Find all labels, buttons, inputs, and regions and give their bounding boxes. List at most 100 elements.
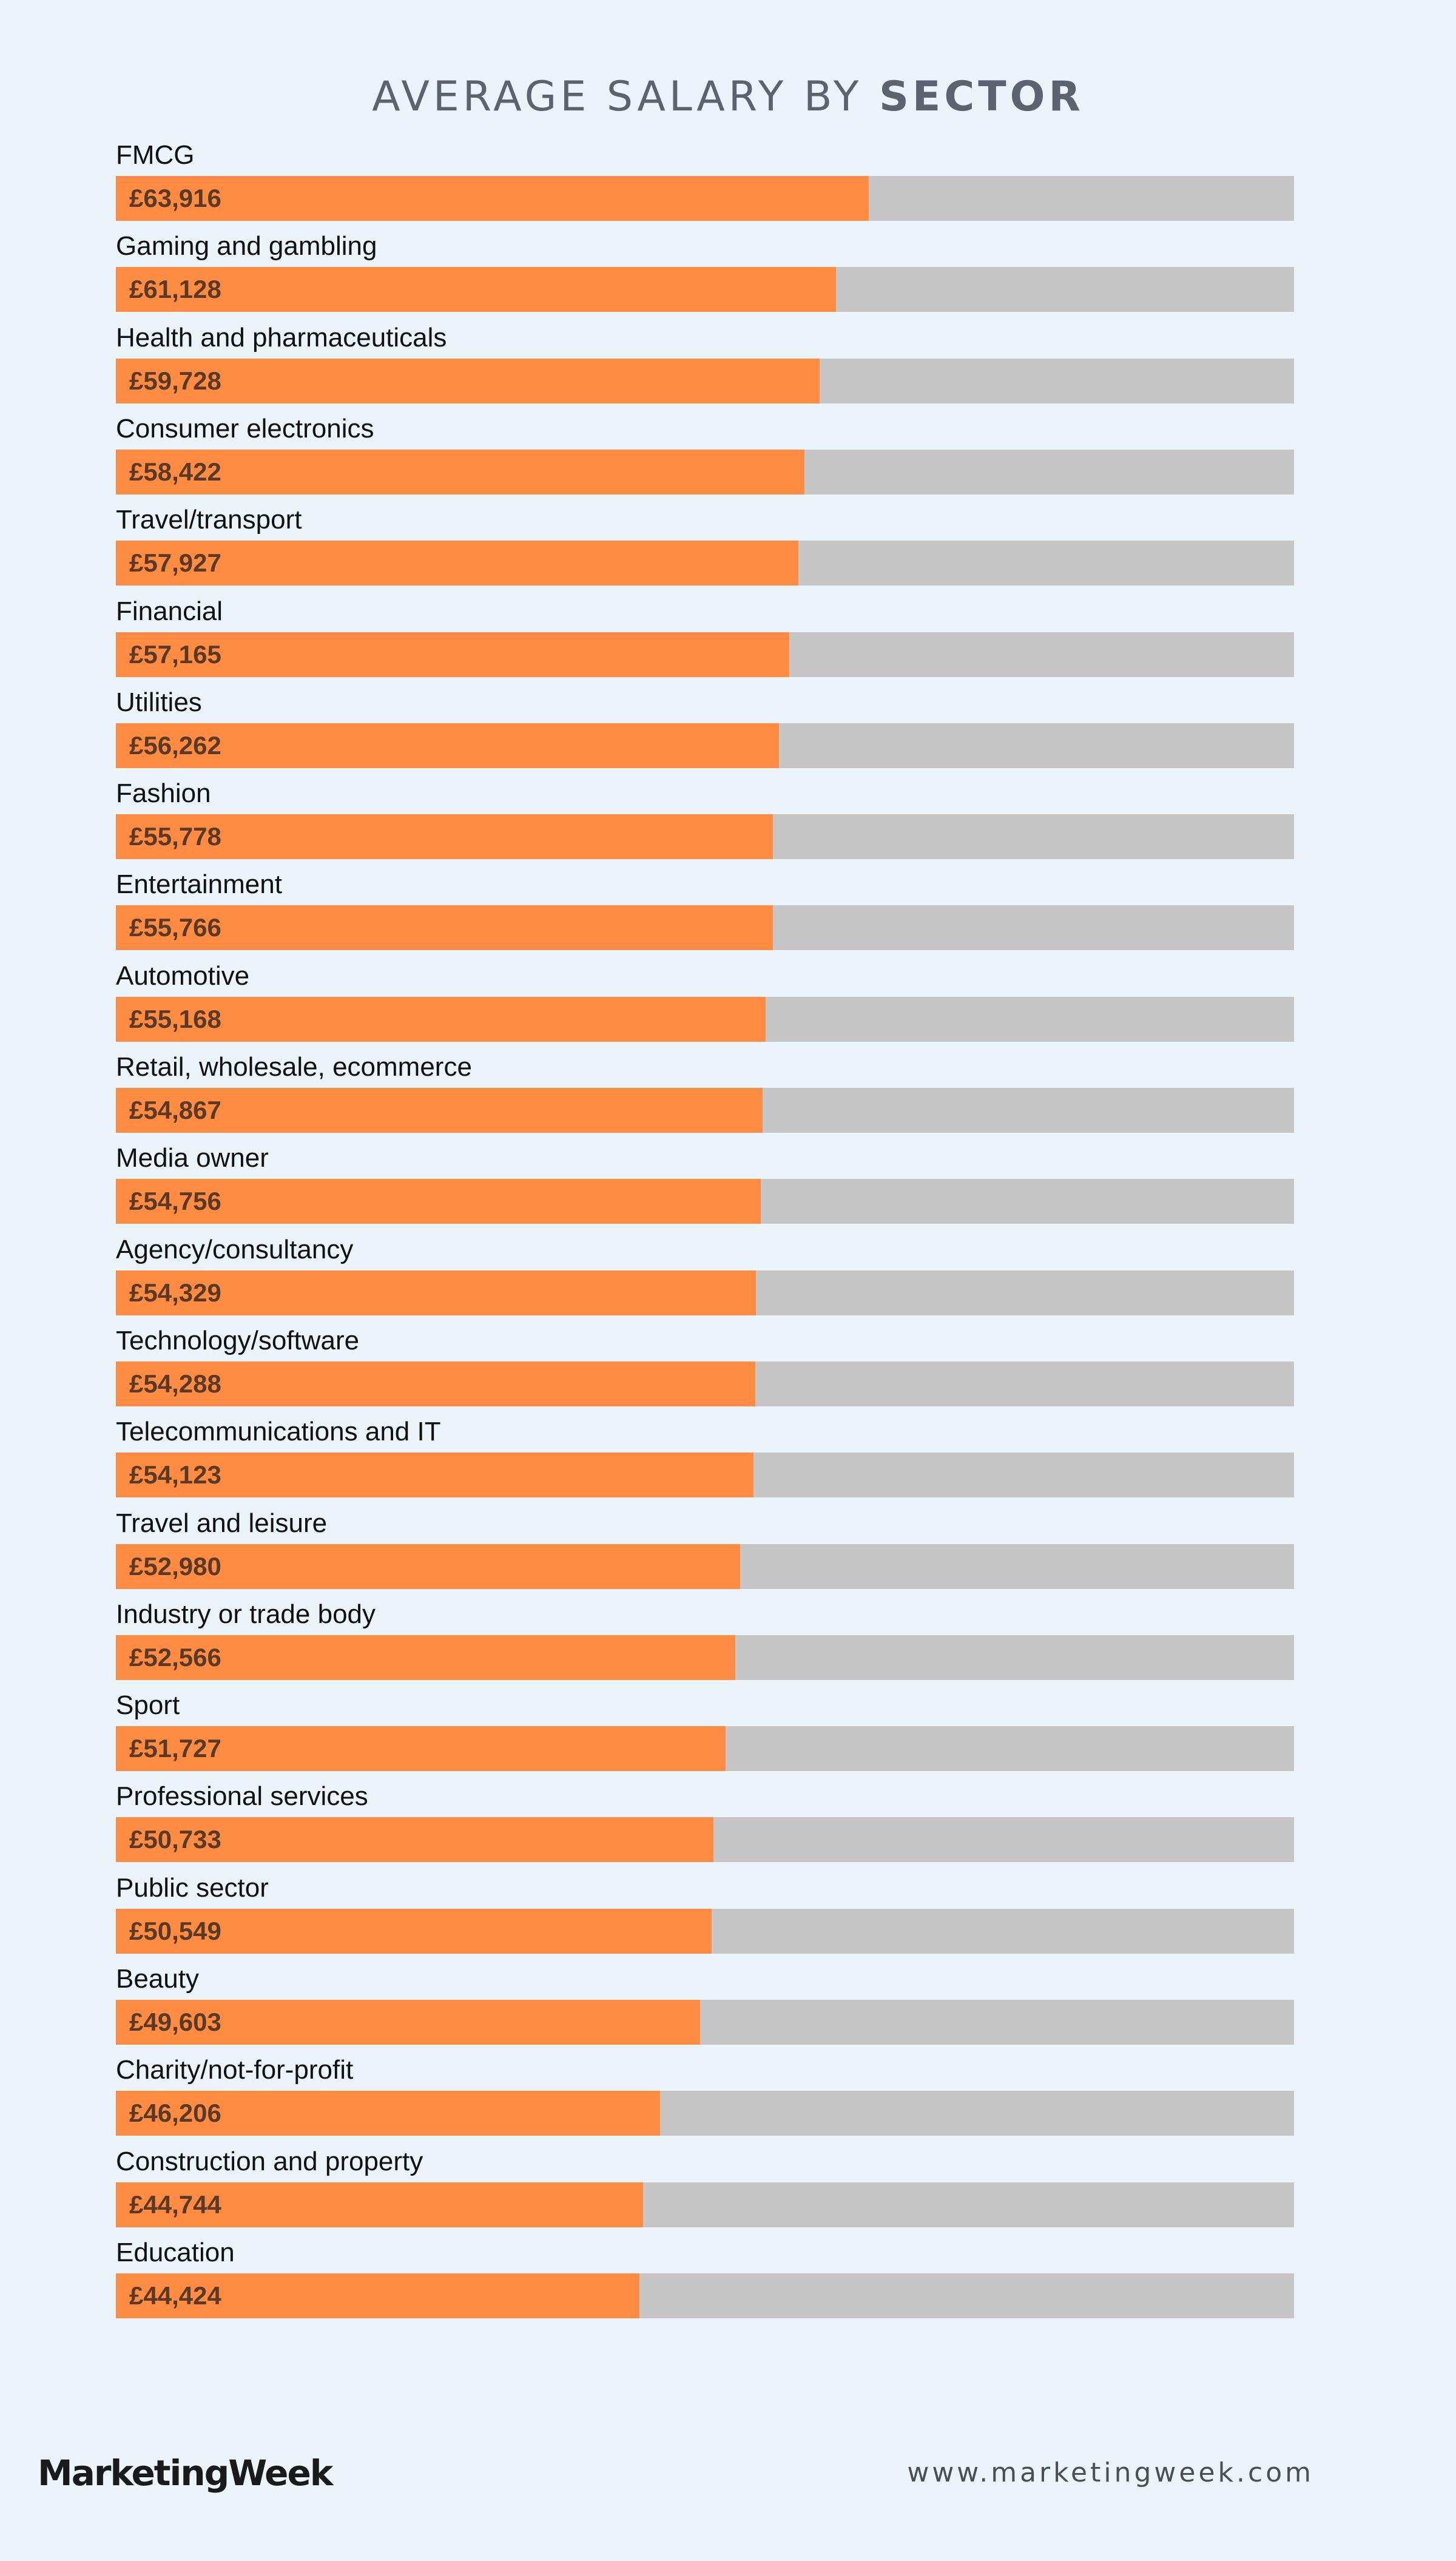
bar: £63,916 (116, 176, 869, 221)
category-label: Financial (116, 596, 223, 626)
bar-track: £54,756 (116, 1179, 1294, 1224)
bar-track: £63,916 (116, 176, 1294, 221)
bar-track: £52,980 (116, 1544, 1294, 1589)
category-label: FMCG (116, 140, 195, 170)
category-label: Health and pharmaceuticals (116, 323, 447, 353)
bar-track: £51,727 (116, 1726, 1294, 1771)
bar-track: £56,262 (116, 723, 1294, 768)
website-url[interactable]: www.marketingweek.com (907, 2457, 1314, 2488)
category-label: Education (116, 2238, 235, 2267)
bar: £57,927 (116, 541, 798, 585)
bar-value-label: £57,927 (129, 548, 221, 577)
category-label: Travel and leisure (116, 1508, 328, 1538)
bar-value-label: £63,916 (129, 184, 221, 212)
bar-track: £52,566 (116, 1635, 1294, 1680)
bar: £54,329 (116, 1270, 756, 1315)
category-label: Industry or trade body (116, 1599, 376, 1629)
bar-value-label: £56,262 (129, 731, 221, 760)
category-label: Utilities (116, 687, 202, 717)
category-label: Construction and property (116, 2147, 423, 2176)
bar-value-label: £54,867 (129, 1096, 221, 1124)
category-label: Gaming and gambling (116, 231, 377, 261)
category-label: Retail, wholesale, ecommerce (116, 1052, 472, 1082)
bar-track: £57,927 (116, 541, 1294, 585)
bar-value-label: £44,744 (129, 2190, 221, 2219)
bar: £51,727 (116, 1726, 726, 1771)
bar-track: £44,424 (116, 2273, 1294, 2318)
chart-title-light: AVERAGE SALARY BY (372, 73, 879, 121)
bar: £54,867 (116, 1088, 763, 1133)
bar-value-label: £55,766 (129, 913, 221, 942)
category-label: Telecommunications and IT (116, 1417, 441, 1446)
category-label: Fashion (116, 778, 211, 808)
bar-track: £54,288 (116, 1361, 1294, 1406)
bar-track: £59,728 (116, 359, 1294, 403)
bar: £44,744 (116, 2182, 643, 2227)
bar-track: £50,733 (116, 1817, 1294, 1862)
bar-value-label: £52,566 (129, 1643, 221, 1672)
category-label: Sport (116, 1690, 180, 1720)
chart-title: AVERAGE SALARY BY SECTOR (0, 73, 1456, 121)
bar: £50,733 (116, 1817, 713, 1862)
bar-track: £49,603 (116, 2000, 1294, 2045)
bar-value-label: £44,424 (129, 2281, 221, 2310)
bar-value-label: £50,549 (129, 1917, 221, 1945)
bar: £59,728 (116, 359, 820, 403)
bar-value-label: £54,288 (129, 1369, 221, 1398)
category-label: Travel/transport (116, 505, 302, 535)
bar: £49,603 (116, 2000, 700, 2045)
marketing-week-logo[interactable]: MarketingWeek (38, 2452, 333, 2494)
category-label: Agency/consultancy (116, 1235, 354, 1264)
bar: £52,566 (116, 1635, 735, 1680)
category-label: Entertainment (116, 869, 282, 899)
bar-value-label: £52,980 (129, 1552, 221, 1581)
bar-value-label: £54,329 (129, 1278, 221, 1307)
bar: £52,980 (116, 1544, 740, 1589)
category-label: Consumer electronics (116, 414, 374, 444)
bar-track: £44,744 (116, 2182, 1294, 2227)
bar-track: £54,123 (116, 1453, 1294, 1497)
bar: £58,422 (116, 450, 804, 494)
bar: £46,206 (116, 2091, 660, 2136)
category-label: Beauty (116, 1964, 199, 1994)
bar-track: £54,329 (116, 1270, 1294, 1315)
bar-value-label: £50,733 (129, 1825, 221, 1854)
bar-value-label: £51,727 (129, 1734, 221, 1763)
bar: £54,123 (116, 1453, 753, 1497)
category-label: Automotive (116, 961, 250, 991)
bar-track: £55,168 (116, 997, 1294, 1042)
category-label: Media owner (116, 1143, 269, 1173)
bar: £61,128 (116, 267, 836, 312)
bar: £57,165 (116, 632, 789, 677)
bar-value-label: £54,123 (129, 1460, 221, 1489)
bar: £55,778 (116, 814, 773, 859)
bar-value-label: £61,128 (129, 275, 221, 303)
bar: £55,168 (116, 997, 766, 1042)
category-label: Public sector (116, 1873, 269, 1903)
bar-track: £54,867 (116, 1088, 1294, 1133)
bar-value-label: £46,206 (129, 2099, 221, 2127)
bar-value-label: £59,728 (129, 366, 221, 395)
category-label: Technology/software (116, 1326, 360, 1355)
bar: £55,766 (116, 905, 773, 950)
bar-value-label: £55,168 (129, 1005, 221, 1033)
bar: £54,288 (116, 1361, 755, 1406)
bar-value-label: £58,422 (129, 457, 221, 486)
bar-track: £46,206 (116, 2091, 1294, 2136)
bar-track: £50,549 (116, 1909, 1294, 1954)
chart-title-bold: SECTOR (878, 73, 1084, 121)
category-label: Charity/not-for-profit (116, 2055, 354, 2085)
bar-value-label: £55,778 (129, 822, 221, 851)
bar-track: £55,778 (116, 814, 1294, 859)
bar-value-label: £49,603 (129, 2008, 221, 2036)
bar-value-label: £57,165 (129, 640, 221, 669)
bar-track: £57,165 (116, 632, 1294, 677)
bar-track: £58,422 (116, 450, 1294, 494)
bar: £44,424 (116, 2273, 639, 2318)
bar: £56,262 (116, 723, 779, 768)
bar-track: £61,128 (116, 267, 1294, 312)
bar: £50,549 (116, 1909, 712, 1954)
bar-track: £55,766 (116, 905, 1294, 950)
bar-value-label: £54,756 (129, 1187, 221, 1215)
